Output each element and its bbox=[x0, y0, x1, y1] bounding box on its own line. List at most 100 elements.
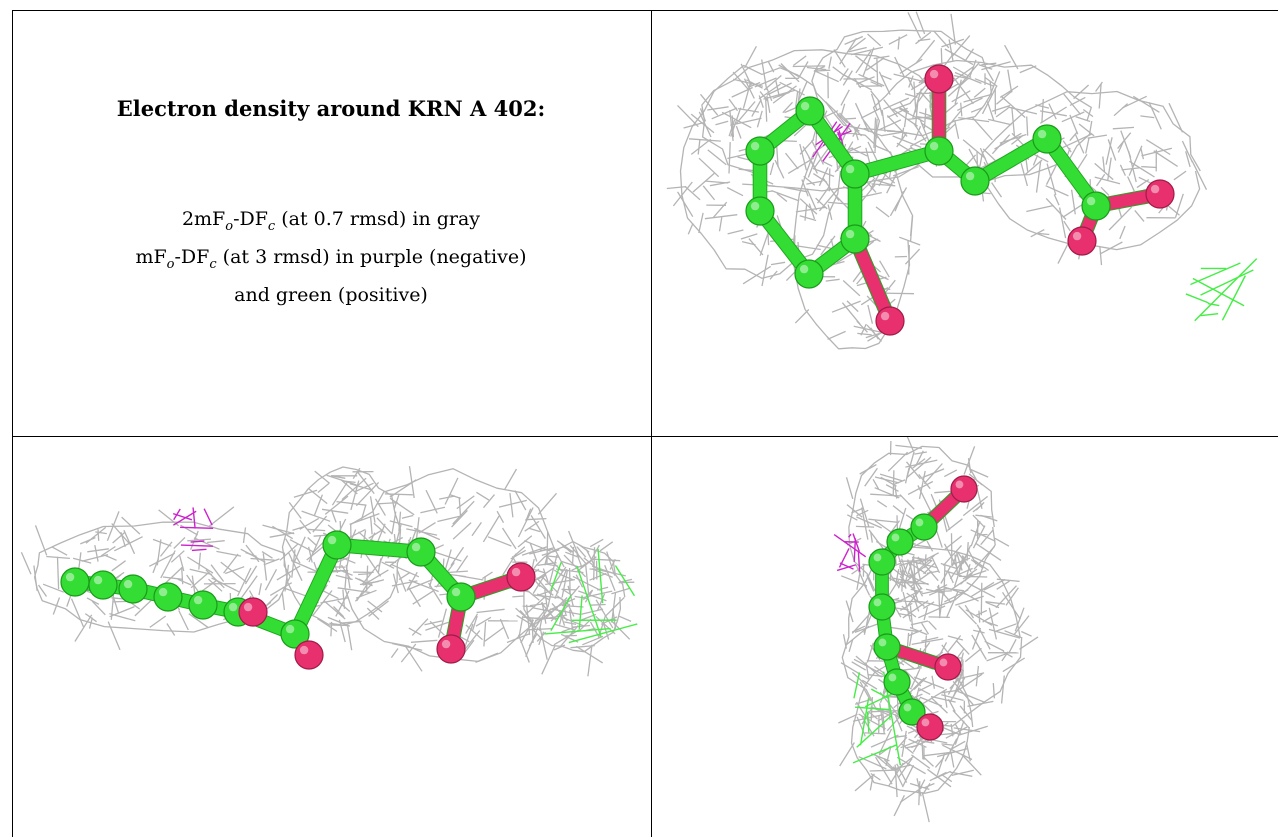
mesh-segment bbox=[1062, 140, 1072, 153]
mesh-segment bbox=[904, 669, 922, 687]
mesh-segment bbox=[568, 567, 571, 595]
mesh-segment bbox=[940, 565, 952, 584]
mesh-segment bbox=[1185, 293, 1209, 304]
oxygen-atom bbox=[950, 475, 978, 503]
mesh-segment bbox=[95, 531, 107, 535]
mesh-segment bbox=[901, 730, 907, 758]
mesh-segment bbox=[1185, 151, 1191, 168]
mesh-segment bbox=[614, 565, 636, 597]
mesh-segment bbox=[980, 529, 994, 546]
mesh-segment bbox=[56, 556, 60, 590]
atom-highlight bbox=[921, 718, 930, 727]
mesh-segment bbox=[565, 551, 578, 558]
mesh-segment bbox=[528, 634, 538, 647]
mesh-segment bbox=[784, 152, 799, 170]
mesh-segment bbox=[528, 527, 541, 533]
mesh-segment bbox=[957, 690, 985, 703]
mesh-segment bbox=[210, 564, 225, 582]
mesh-segment bbox=[456, 555, 469, 573]
mesh-segment bbox=[560, 625, 579, 647]
carbon-atom bbox=[924, 136, 954, 166]
mesh-segment bbox=[172, 510, 197, 526]
mesh-segment bbox=[794, 90, 799, 109]
mesh-segment bbox=[390, 648, 399, 658]
mesh-segment bbox=[1008, 638, 1017, 654]
mesh-segment bbox=[947, 78, 969, 97]
mesh-segment bbox=[514, 490, 527, 511]
mesh-segment bbox=[988, 607, 998, 640]
ligand-model-top bbox=[745, 64, 1175, 336]
mesh-segment bbox=[672, 181, 693, 207]
mesh-segment bbox=[1026, 204, 1054, 213]
mesh-segment bbox=[542, 568, 549, 583]
mesh-segment bbox=[1045, 185, 1069, 197]
mesh-segment bbox=[964, 604, 975, 619]
atom-highlight bbox=[243, 602, 253, 612]
mesh-segment bbox=[245, 544, 260, 563]
carbon-atom bbox=[406, 537, 436, 567]
mesh-contour bbox=[701, 49, 942, 192]
mesh-segment bbox=[737, 107, 760, 113]
mesh-segment bbox=[856, 715, 892, 748]
mesh-segment bbox=[782, 101, 793, 114]
mesh-segment bbox=[1099, 245, 1103, 266]
mesh-segment bbox=[926, 540, 934, 552]
mesh-segment bbox=[867, 33, 882, 47]
mesh-segment bbox=[850, 46, 884, 56]
mesh-segment bbox=[408, 587, 421, 608]
mesh-segment bbox=[715, 120, 729, 126]
mesh-segment bbox=[960, 753, 982, 776]
mesh-segment bbox=[870, 734, 899, 748]
mesh-segment bbox=[798, 61, 809, 79]
mesh-segment bbox=[522, 616, 539, 620]
mesh-segment bbox=[450, 546, 465, 566]
mesh-segment bbox=[919, 119, 930, 141]
mesh-segment bbox=[240, 575, 258, 599]
mesh-segment bbox=[839, 742, 855, 767]
mesh-segment bbox=[813, 69, 831, 72]
mesh-segment bbox=[970, 520, 981, 547]
mesh-segment bbox=[299, 517, 320, 530]
mesh-segment bbox=[908, 572, 923, 590]
mesh-segment bbox=[947, 635, 962, 653]
mesh-segment bbox=[312, 590, 333, 616]
mesh-segment bbox=[575, 574, 584, 588]
mesh-segment bbox=[991, 134, 1011, 155]
atom-highlight bbox=[888, 673, 897, 682]
density-mesh-positive bbox=[544, 548, 638, 644]
mesh-segment bbox=[420, 506, 446, 514]
mesh-segment bbox=[539, 548, 554, 552]
panel-view-side bbox=[13, 437, 651, 837]
mesh-segment bbox=[1094, 162, 1114, 181]
carbon-atom bbox=[960, 166, 990, 196]
mesh-segment bbox=[504, 468, 518, 490]
mesh-segment bbox=[931, 557, 941, 574]
mesh-segment bbox=[114, 536, 143, 552]
mesh-segment bbox=[553, 569, 566, 578]
mesh-segment bbox=[763, 75, 782, 91]
mesh-segment bbox=[813, 70, 839, 83]
mesh-segment bbox=[905, 461, 921, 480]
mesh-segment bbox=[980, 514, 998, 522]
mesh-segment bbox=[576, 546, 587, 558]
mesh-segment bbox=[960, 572, 973, 585]
carbon-atom bbox=[60, 567, 90, 597]
density-mesh-negative bbox=[172, 507, 214, 552]
mesh-segment bbox=[583, 557, 601, 572]
mesh-segment bbox=[970, 529, 996, 542]
mesh-segment bbox=[307, 546, 313, 563]
mesh-segment bbox=[842, 130, 852, 136]
atom-highlight bbox=[285, 624, 295, 634]
mesh-segment bbox=[589, 572, 607, 581]
mesh-segment bbox=[279, 543, 299, 561]
mesh-segment bbox=[424, 620, 443, 626]
mesh-segment bbox=[799, 215, 817, 222]
mesh-segment bbox=[216, 550, 242, 557]
mesh-segment bbox=[401, 514, 414, 519]
mesh-segment bbox=[111, 560, 126, 572]
mesh-segment bbox=[912, 586, 920, 603]
mesh-segment bbox=[110, 593, 115, 620]
mesh-segment bbox=[964, 647, 982, 663]
mesh-segment bbox=[908, 677, 925, 695]
mesh-segment bbox=[1070, 189, 1076, 215]
